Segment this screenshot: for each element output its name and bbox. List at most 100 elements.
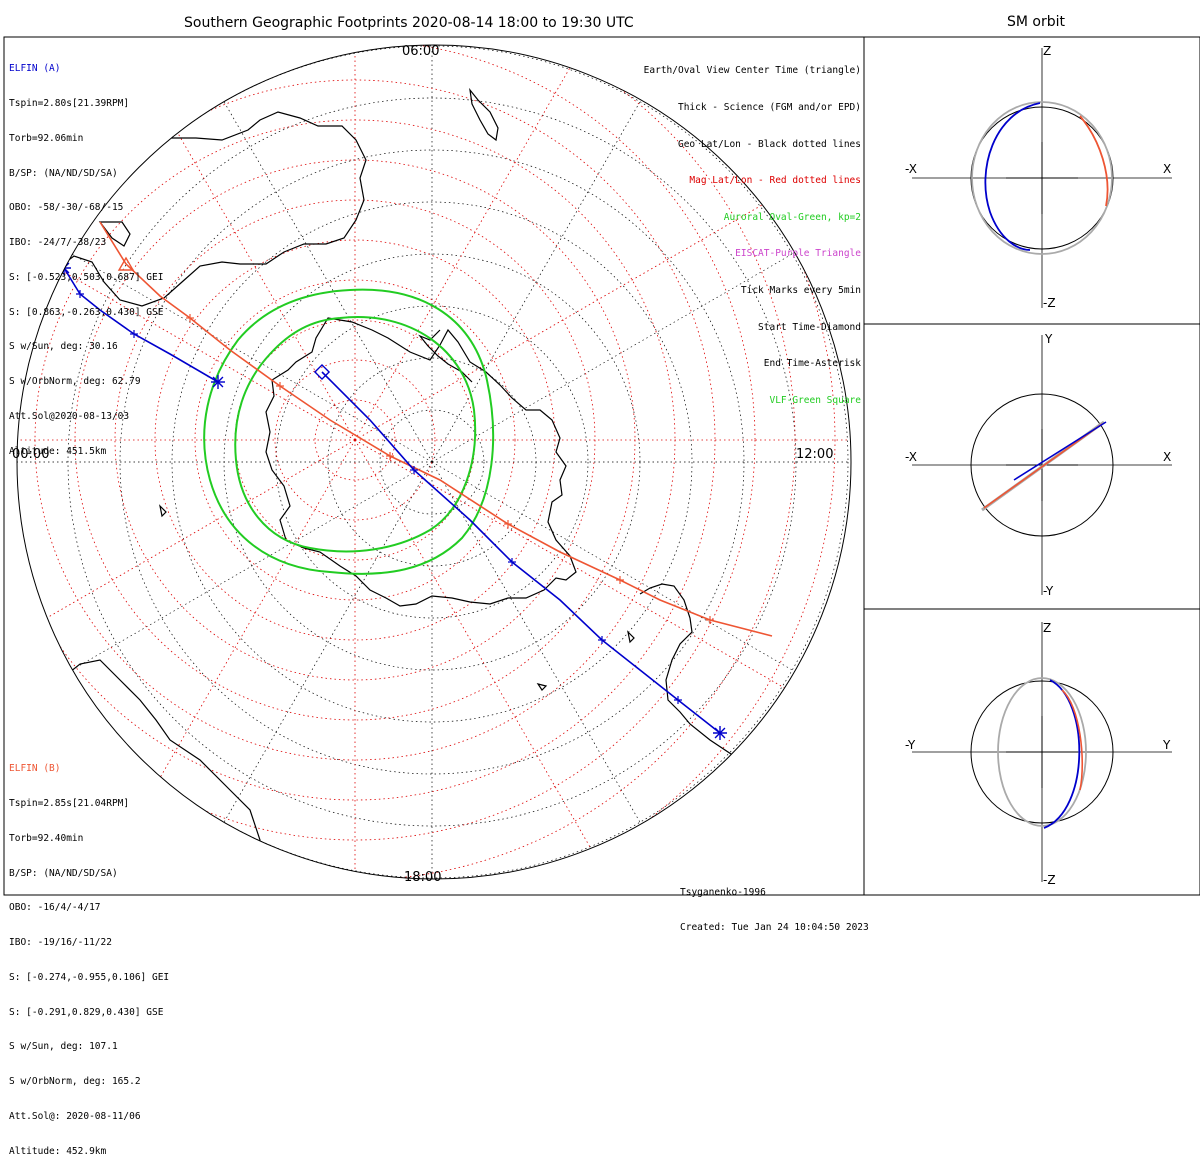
orbit-b-panel2: [983, 423, 1103, 509]
elfin-a-line: Tspin=2.80s[21.39RPM]: [9, 97, 130, 109]
elfin-b-line: Altitude: 452.9km: [9, 1145, 107, 1157]
elfin-a-line: OBO: -58/-30/-68/-15: [9, 202, 124, 214]
elfin-b-line: S: [-0.291,0.829,0.430] GSE: [9, 1006, 164, 1018]
legend-item: Auroral Oval-Green, kp=2: [723, 211, 861, 223]
elfin-a-track: [321, 371, 721, 734]
south-america-coast: [639, 583, 851, 841]
elfin-b-line: OBO: -16/4/-4/17: [9, 902, 101, 914]
elfin-b-line: S w/OrbNorm, deg: 165.2: [9, 1076, 141, 1088]
panel3-top: Z: [1043, 621, 1052, 635]
mag-latitude-circle: [274, 359, 436, 521]
legend-item: Geo Lat/Lon - Black dotted lines: [677, 138, 861, 150]
mag-meridian: [354, 439, 851, 791]
panel-frame-1: [863, 36, 1200, 325]
elfin-a-info: ELFIN (A) Tspin=2.80s[21.39RPM] Torb=92.…: [9, 40, 163, 469]
auroral-ovals: [203, 288, 495, 575]
elfin-b-line: Att.Sol@: 2020-08-11/06: [9, 1111, 141, 1122]
elfin-b-name: ELFIN (B): [9, 763, 61, 775]
geo-meridian: [17, 461, 433, 763]
legend-item: Earth/Oval View Center Time (triangle): [643, 65, 861, 77]
elfin-b-info: ELFIN (B) Tspin=2.85s[21.04RPM] Torb=92.…: [9, 740, 169, 1169]
elfin-a-name: ELFIN (A): [9, 63, 61, 75]
mag-latitude-circle: [17, 45, 836, 879]
elfin-b-line: IBO: -19/16/-11/22: [9, 937, 112, 949]
legend-item: Start Time-Diamond: [758, 321, 861, 333]
auroral-oval-outer: [203, 288, 495, 575]
island-1: [159, 504, 167, 518]
orbit-a2-panel2: [1013, 421, 1107, 481]
elfin-b-view-triangle: [117, 256, 135, 271]
mag-meridian: [17, 439, 356, 791]
panel2-left: -X: [905, 450, 917, 464]
elfin-a-line: Torb=92.06min: [9, 132, 84, 144]
elfin-a-line: Altitude: 451.5km: [9, 445, 107, 457]
island-2: [627, 630, 635, 644]
panel3-left: -Y: [905, 738, 916, 752]
sm-orbit-title: SM orbit: [1007, 14, 1066, 30]
elfin-b-line: Tspin=2.85s[21.04RPM]: [9, 797, 130, 809]
legend-item: VLF-Green Square: [769, 394, 861, 406]
orbit-a-panel3: [997, 677, 1087, 827]
island-3: [536, 683, 548, 691]
mag-latitude-circle: [154, 239, 556, 641]
legend-item: Mag Lat/Lon - Red dotted lines: [689, 175, 861, 187]
elfin-b-line: S: [-0.274,-0.955,0.106] GEI: [9, 971, 170, 983]
footer: Tsyganenko-1996 Created: Tue Jan 24 10:0…: [680, 864, 869, 945]
elfin-b-line: B/SP: (NA/ND/SD/SA): [9, 867, 118, 879]
elfin-a-line: IBO: -24/7/-38/23: [9, 237, 107, 249]
geo-latitude-circle: [67, 97, 797, 827]
geo-latitude-circle: [379, 409, 485, 515]
legend-item: Thick - Science (FGM and/or EPD): [677, 102, 861, 113]
mag-latitude-circle: [194, 279, 516, 601]
panel2-right: X: [1163, 450, 1172, 464]
elfin-a-line: B/SP: (NA/ND/SD/SA): [9, 167, 118, 179]
mag-latitude-circle: [314, 399, 396, 481]
elfin-b-line: Torb=92.40min: [9, 832, 84, 844]
panel2-top: Y: [1045, 332, 1053, 346]
elfin-a-line: S: [0.863,-0.263,0.430] GSE: [9, 306, 164, 318]
geo-meridian: [431, 45, 733, 463]
panel1-left: -X: [905, 162, 917, 176]
legend-item: EISCAT-Purple Triangle: [735, 248, 861, 260]
geo-meridian: [431, 161, 851, 463]
time-label-bottom: 18:00: [404, 870, 442, 885]
panel3-right: Y: [1163, 738, 1171, 752]
created-label: Created: Tue Jan 24 10:04:50 2023: [680, 921, 869, 933]
geo-latitude-circle: [171, 201, 693, 723]
panel3-bottom: -Z: [1043, 873, 1056, 887]
geo-latitude-circle: [17, 45, 849, 879]
orbit-b-panel1: [984, 102, 1041, 251]
polar-map: [3, 36, 1200, 896]
elfin-a-line: S: [-0.523,0.503,0.687] GEI: [9, 271, 164, 283]
tasmania-coast: [98, 221, 131, 247]
geo-meridian: [431, 461, 851, 763]
elfin-a-end-asterisk: [212, 376, 224, 388]
geo-meridian: [17, 161, 433, 463]
elfin-a-start-diamond: [313, 363, 331, 381]
time-label-left: 00:00: [12, 447, 50, 462]
elfin-a-line: Att.Sol@2020-08-13/03: [9, 411, 130, 422]
orbit-a-panel1: [971, 101, 1113, 255]
time-label-right: 12:00: [796, 447, 834, 462]
elfin-a-line: S w/OrbNorm, deg: 62.79: [9, 376, 141, 388]
mag-latitude-circle: [17, 45, 796, 879]
time-label-top: 06:00: [402, 44, 440, 59]
africa-coast: [59, 659, 261, 879]
main-title: Southern Geographic Footprints 2020-08-1…: [184, 15, 634, 31]
panel1-right: X: [1163, 162, 1172, 176]
panel-frame-2: [863, 323, 1200, 610]
mag-meridian: [354, 439, 706, 879]
panel1-top: Z: [1043, 44, 1052, 58]
auroral-oval-inner: [234, 316, 477, 553]
geo-meridian: [131, 45, 433, 463]
orbit-b-seg-panel1: [1079, 115, 1109, 207]
panel2-bottom: -Y: [1043, 584, 1054, 598]
elfin-a-track-start: [63, 267, 219, 383]
new-zealand-coast: [469, 87, 499, 142]
elfin-a-line: S w/Sun, deg: 30.16: [9, 341, 118, 353]
elfin-b-line: S w/Sun, deg: 107.1: [9, 1041, 118, 1053]
legend: Earth/Oval View Center Time (triangle) T…: [644, 41, 861, 419]
orbit-b-seg-panel3: [1061, 689, 1084, 791]
model-label: Tsyganenko-1996: [680, 887, 766, 899]
elfin-a-end-asterisk: [714, 727, 726, 739]
